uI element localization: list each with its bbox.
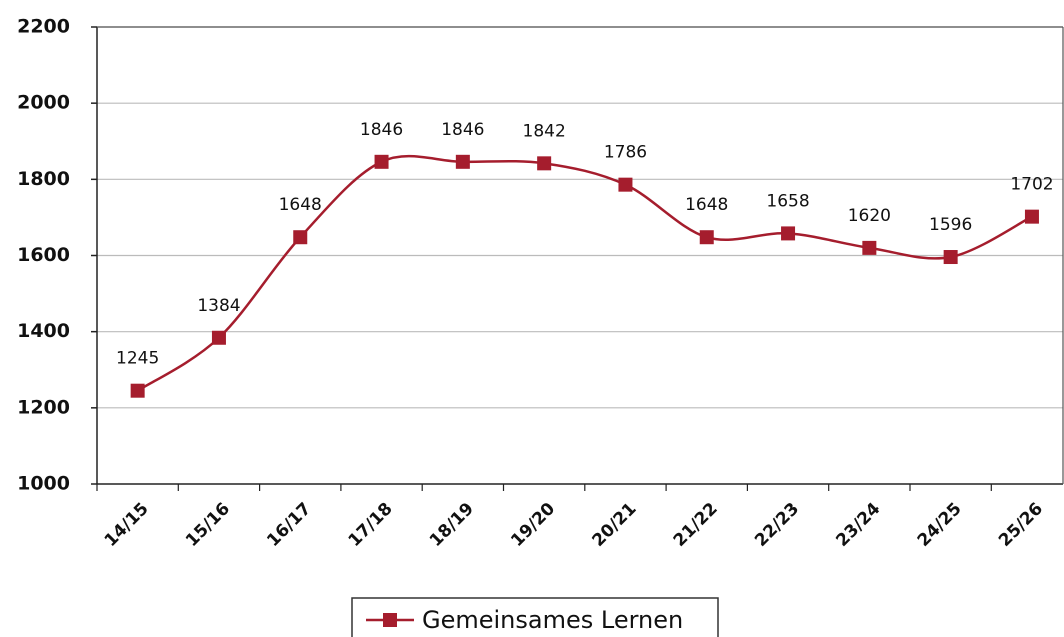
- x-tick-label: 24/25: [914, 499, 966, 551]
- x-tick-label: 20/21: [589, 499, 641, 551]
- y-tick-label: 1400: [17, 320, 70, 342]
- marker: [699, 230, 714, 245]
- marker: [455, 154, 470, 169]
- marker: [618, 177, 633, 192]
- legend: Gemeinsames Lernen: [351, 597, 719, 637]
- y-tick-label: 2000: [17, 92, 70, 114]
- value-label: 1702: [1010, 175, 1053, 195]
- value-label: 1245: [116, 349, 159, 369]
- value-label: 1620: [848, 206, 891, 226]
- y-tick-label: 1000: [17, 473, 70, 495]
- marker: [781, 226, 796, 241]
- value-label: 1384: [197, 296, 240, 316]
- value-label: 1846: [441, 120, 484, 140]
- x-tick-label: 16/17: [263, 499, 315, 551]
- value-label: 1596: [929, 215, 972, 235]
- x-tick-label: 18/19: [426, 499, 478, 551]
- value-label: 1842: [523, 121, 566, 141]
- marker: [943, 250, 958, 265]
- value-label: 1786: [604, 143, 647, 163]
- value-label: 1658: [766, 191, 809, 211]
- y-tick-label: 1200: [17, 396, 70, 418]
- marker: [374, 154, 389, 169]
- x-tick-label: 15/16: [182, 499, 234, 551]
- value-label: 1648: [279, 195, 322, 215]
- legend-label: Gemeinsames Lernen: [422, 606, 683, 634]
- value-label: 1648: [685, 195, 728, 215]
- y-tick-label: 1600: [17, 244, 70, 266]
- marker: [130, 383, 145, 398]
- x-tick-label: 23/24: [832, 499, 884, 551]
- marker: [862, 240, 877, 255]
- marker: [1024, 209, 1039, 224]
- legend-box: [351, 597, 719, 637]
- y-tick-label: 1800: [17, 168, 70, 190]
- x-tick-label: 25/26: [995, 499, 1047, 551]
- x-tick-label: 19/20: [507, 499, 559, 551]
- series-line: [136, 154, 1033, 392]
- marker: [293, 230, 308, 245]
- value-label: 1846: [360, 120, 403, 140]
- x-tick-label: 22/23: [751, 499, 803, 551]
- legend-marker: [383, 613, 397, 627]
- marker: [211, 330, 226, 345]
- x-tick-label: 21/22: [670, 499, 722, 551]
- x-tick-label: 14/15: [101, 499, 153, 551]
- marker: [537, 156, 552, 171]
- x-tick-label: 17/18: [345, 499, 397, 551]
- y-tick-label: 2200: [17, 16, 70, 38]
